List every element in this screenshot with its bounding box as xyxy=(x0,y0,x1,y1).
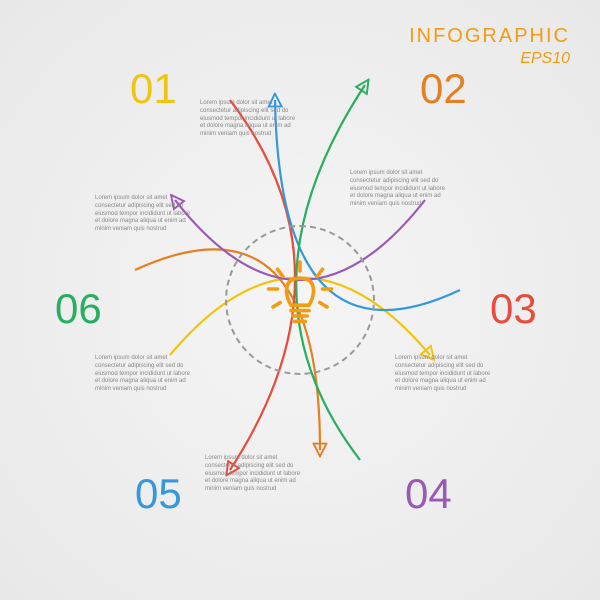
lightbulb-icon xyxy=(255,253,345,348)
segment-text-2: Lorem ipsum dolor sit amet consectetur a… xyxy=(350,170,450,209)
segment-number-4: 04 xyxy=(405,470,452,518)
segment-text-3: Lorem ipsum dolor sit amet consectetur a… xyxy=(395,355,495,394)
segment-number-1: 01 xyxy=(130,65,177,113)
segment-number-6: 06 xyxy=(55,285,102,333)
segment-text-6: Lorem ipsum dolor sit amet consectetur a… xyxy=(95,195,195,234)
segment-text-5: Lorem ipsum dolor sit amet consectetur a… xyxy=(95,355,195,394)
segment-number-2: 02 xyxy=(420,65,467,113)
segment-number-5: 05 xyxy=(135,470,182,518)
segment-text-1: Lorem ipsum dolor sit amet consectetur a… xyxy=(200,100,300,139)
segment-text-4: Lorem ipsum dolor sit amet consectetur a… xyxy=(205,455,305,494)
infographic-container: INFOGRAPHIC EPS10 xyxy=(0,0,600,600)
segment-number-3: 03 xyxy=(490,285,537,333)
center-dashed-circle xyxy=(225,225,375,375)
